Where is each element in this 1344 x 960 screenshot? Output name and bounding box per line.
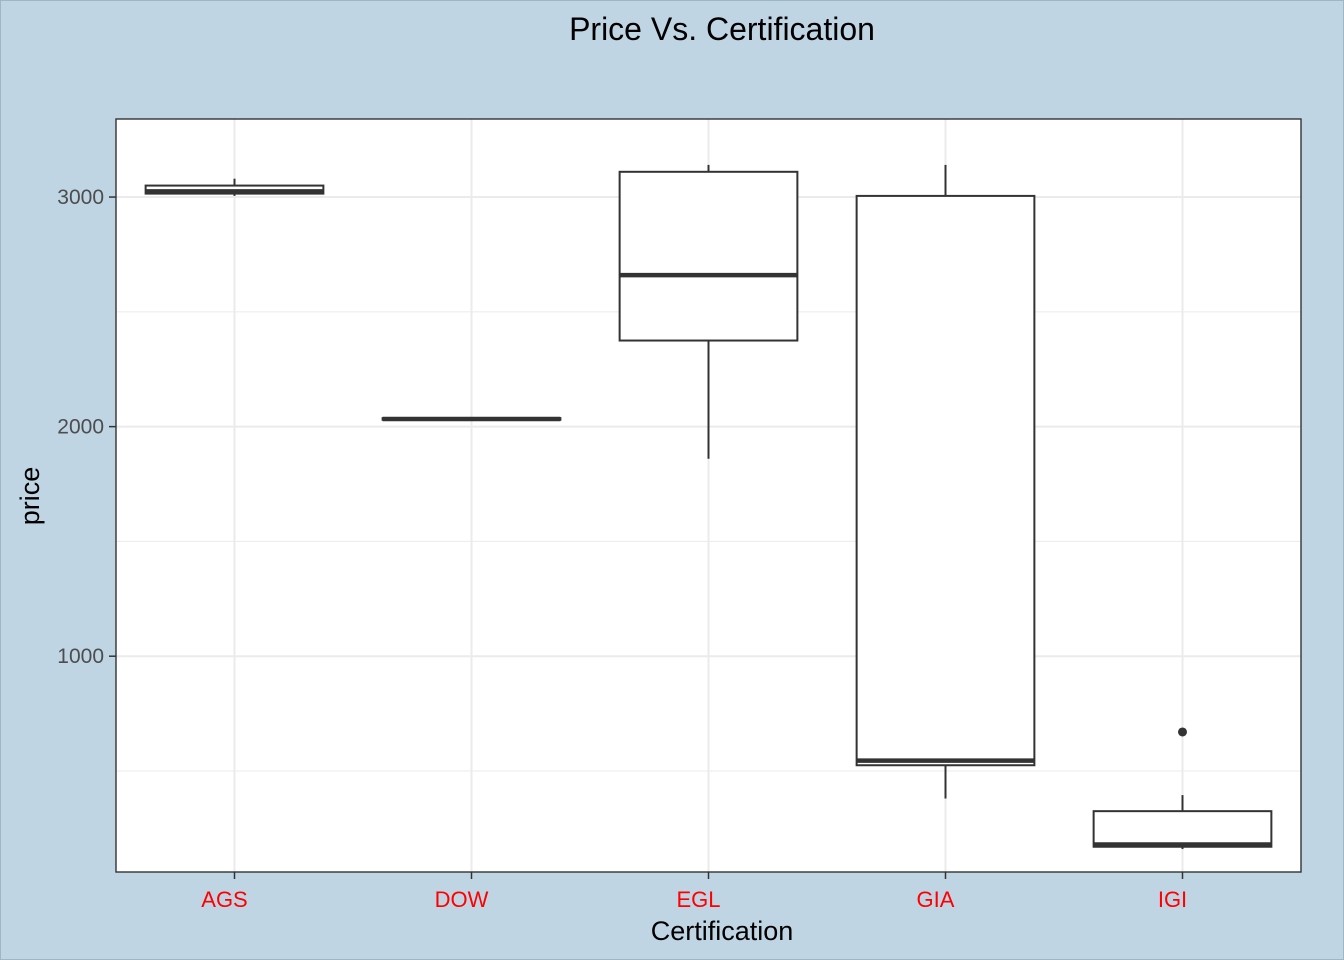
outlier-point (1178, 727, 1187, 737)
x-axis-title: Certification (651, 916, 794, 946)
y-tick-label: 2000 (57, 416, 104, 439)
box-ags (144, 178, 325, 196)
y-tick-label: 1000 (57, 645, 104, 668)
chart-title: Price Vs. Certification (569, 11, 875, 47)
box-gia (855, 164, 1036, 799)
box-dow (381, 416, 562, 422)
y-axis-title: price (15, 467, 45, 526)
box-iqr (618, 170, 799, 342)
box-igi (1092, 727, 1273, 850)
box-layer (144, 164, 1273, 850)
y-tick-label: 3000 (57, 186, 104, 209)
box-egl (618, 164, 799, 459)
y-axis: 1000 2000 3000 (57, 186, 116, 668)
box-iqr (855, 194, 1036, 767)
x-tick-label: GIA (917, 887, 955, 912)
x-tick-label: AGS (201, 887, 247, 912)
x-tick-label: IGI (1158, 887, 1187, 912)
x-tick-label: EGL (676, 887, 720, 912)
x-axis: AGS DOW EGL GIA IGI (201, 872, 1187, 912)
x-tick-label: DOW (435, 887, 489, 912)
box-iqr (1092, 810, 1273, 848)
